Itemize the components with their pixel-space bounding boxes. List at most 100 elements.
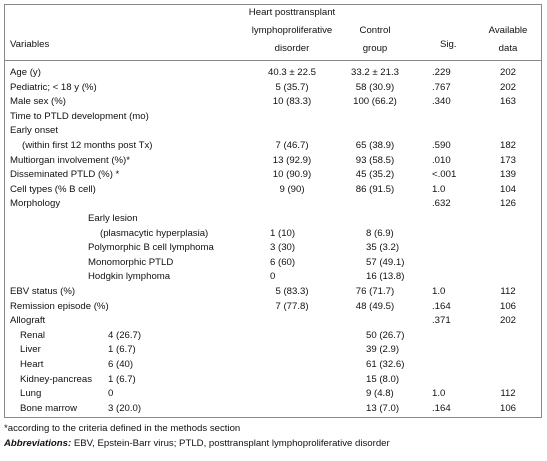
available-value: 202: [499, 67, 517, 78]
variable: Early onset: [10, 125, 58, 137]
control-value: 9 (4.8): [366, 388, 394, 400]
sig-value: 1.0: [432, 183, 446, 195]
header-rule: [4, 60, 542, 61]
heart-value: 7 (77.8): [275, 300, 309, 312]
control-value: 76 (71.7): [355, 286, 395, 297]
control-value: 65 (38.9): [355, 140, 395, 151]
heart-value: 7 (46.7): [275, 140, 309, 151]
variable: Early lesion: [88, 213, 138, 224]
header-available: data: [498, 43, 518, 54]
heart-value: 5 (83.3): [275, 286, 309, 297]
control-value: 61 (32.6): [366, 359, 405, 370]
abbreviations-label: Abbreviations:: [4, 438, 72, 449]
sig-value: .590: [432, 140, 451, 151]
header-available: Available: [488, 25, 528, 36]
heart-value: 13 (92.9): [272, 154, 312, 166]
variable: Male sex (%): [10, 96, 66, 108]
available-value: 139: [499, 169, 517, 181]
available-value: 112: [500, 286, 516, 297]
sig-value: <.001: [432, 169, 457, 181]
heart-value: 6 (40): [108, 359, 134, 370]
variable: Polymorphic B cell lymphoma: [88, 242, 214, 254]
header-heart: Heart posttransplant: [248, 7, 336, 18]
heart-value: 1 (6.7): [108, 344, 136, 356]
header-sig: Sig.: [440, 39, 457, 50]
variable: (plasmacytic hyperplasia): [100, 227, 209, 239]
control-value: 35 (3.2): [366, 242, 400, 254]
available-value: 202: [499, 315, 517, 327]
control-value: 48 (49.5): [355, 300, 395, 312]
control-value: 50 (26.7): [366, 329, 405, 341]
abbreviations-text: EBV, Epstein-Barr virus; PTLD, posttrans…: [71, 438, 390, 449]
variable: Hodgkin lymphoma: [88, 271, 171, 283]
sig-value: .229: [432, 67, 451, 78]
footnote: *according to the criteria defined in th…: [4, 423, 241, 434]
variable: Multiorgan involvement (%)*: [10, 154, 130, 166]
header-heart: lymphoproliferative: [251, 25, 333, 36]
variable: Monomorphic PTLD: [88, 256, 174, 268]
control-value: 45 (35.2): [355, 169, 395, 181]
heart-value: 0: [270, 271, 276, 283]
control-value: 57 (49.1): [366, 256, 405, 268]
sig-value: .164: [432, 402, 451, 414]
variable: Liver: [20, 344, 41, 356]
available-value: 173: [499, 154, 517, 166]
variable: Age (y): [10, 67, 41, 78]
sig-value: 1.0: [432, 388, 446, 400]
variable: Heart: [20, 359, 44, 370]
available-value: 106: [499, 402, 517, 414]
variable: Time to PTLD development (mo): [10, 110, 149, 122]
table-frame: [4, 4, 542, 418]
header-control: Control: [359, 25, 391, 36]
control-value: 86 (91.5): [355, 183, 395, 195]
available-value: 106: [499, 300, 517, 312]
available-value: 112: [500, 388, 516, 400]
heart-value: 40.3 ± 22.5: [268, 67, 316, 78]
control-value: 58 (30.9): [355, 81, 395, 93]
available-value: 126: [499, 198, 517, 210]
available-value: 202: [499, 81, 517, 93]
sig-value: .767: [432, 81, 451, 93]
heart-value: 4 (26.7): [108, 329, 142, 341]
variable: Lung: [20, 388, 42, 400]
sig-value: .164: [432, 300, 451, 312]
sig-value: .371: [432, 315, 451, 327]
heart-value: 1 (6.7): [108, 373, 136, 385]
control-value: 15 (8.0): [366, 373, 400, 385]
variable: EBV status (%): [10, 286, 76, 297]
heart-value: 3 (30): [270, 242, 296, 254]
available-value: 163: [499, 96, 517, 108]
available-value: 182: [499, 140, 517, 151]
heart-value: 3 (20.0): [108, 402, 142, 414]
variable: Cell types (% B cell): [10, 183, 96, 195]
variable: Renal: [20, 329, 46, 341]
variable: Bone marrow: [20, 402, 78, 414]
sig-value: .010: [432, 154, 451, 166]
variable: Disseminated PTLD (%) *: [10, 169, 120, 181]
control-value: 13 (7.0): [366, 402, 400, 414]
variable: Morphology: [10, 198, 61, 210]
heart-value: 6 (60): [270, 256, 296, 268]
available-value: 104: [499, 183, 517, 195]
variable: Remission episode (%): [10, 300, 109, 312]
header-variables: Variables: [10, 39, 50, 50]
abbreviations: Abbreviations: EBV, Epstein-Barr virus; …: [4, 438, 390, 449]
heart-value: 1 (10): [270, 227, 296, 239]
heart-value: 5 (35.7): [275, 81, 309, 93]
control-value: 8 (6.9): [366, 227, 394, 239]
control-value: 16 (13.8): [366, 271, 405, 283]
variable: Allograft: [10, 315, 46, 327]
heart-value: 9 (90): [279, 183, 305, 195]
header-control: group: [362, 43, 388, 54]
sig-value: .340: [432, 96, 451, 108]
heart-value: 0: [108, 388, 114, 400]
heart-value: 10 (83.3): [272, 96, 312, 108]
control-value: 100 (66.2): [353, 96, 397, 108]
sig-value: 1.0: [432, 286, 446, 297]
heart-value: 10 (90.9): [272, 169, 312, 181]
sig-value: .632: [432, 198, 451, 210]
variable: (within first 12 months post Tx): [22, 140, 153, 151]
variable: Pediatric; < 18 y (%): [10, 81, 97, 93]
control-value: 93 (58.5): [355, 154, 395, 166]
